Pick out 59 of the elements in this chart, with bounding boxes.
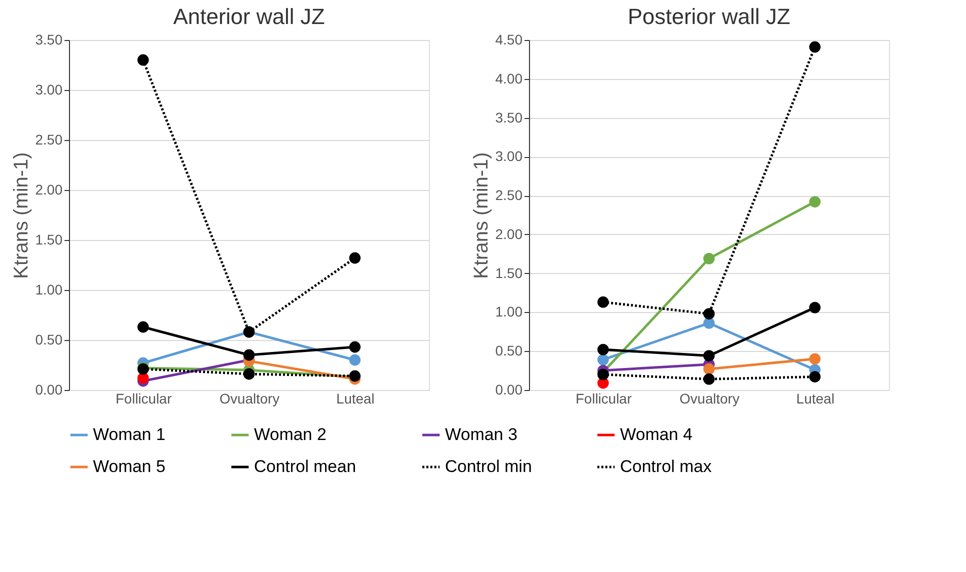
point	[597, 296, 609, 308]
y-tick-label: 1.50	[35, 232, 63, 248]
y-tick-label: 1.00	[495, 304, 523, 320]
x-tick-label: Ovualtory	[220, 390, 280, 406]
y-tick-label: 2.00	[495, 226, 523, 242]
point	[349, 252, 361, 264]
y-tick-label: 0.00	[495, 382, 523, 398]
point	[703, 252, 715, 264]
point	[703, 308, 715, 320]
point	[349, 341, 361, 353]
x-tick-label: Follicular	[116, 390, 172, 406]
point	[137, 54, 149, 66]
point	[137, 372, 149, 384]
legend-label: Control max	[620, 457, 712, 476]
legend-label: Woman 5	[93, 457, 166, 476]
y-tick-label: 0.50	[495, 342, 523, 359]
y-tick-label: 3.50	[495, 109, 523, 126]
legend-label: Woman 4	[620, 425, 692, 444]
chart-title: Posterior wall JZ	[628, 4, 790, 29]
y-tick-label: 3.50	[35, 32, 63, 48]
point	[809, 371, 821, 382]
point	[597, 368, 609, 380]
y-tick-label: 2.00	[35, 182, 63, 198]
point	[243, 349, 255, 361]
y-tick-label: 1.50	[495, 264, 523, 281]
point	[137, 321, 149, 333]
point	[349, 354, 361, 366]
y-tick-label: 4.00	[495, 70, 523, 86]
x-tick-label: Luteal	[336, 390, 374, 406]
legend-label: Woman 1	[93, 425, 166, 444]
point	[809, 196, 821, 208]
legend-label: Control mean	[254, 457, 356, 476]
x-tick-label: Follicular	[576, 390, 632, 406]
point	[243, 368, 255, 380]
y-tick-label: 0.00	[35, 382, 63, 398]
chart-title: Anterior wall JZ	[173, 4, 325, 29]
point	[703, 363, 715, 375]
x-tick-label: Luteal	[796, 390, 834, 406]
y-axis-title: Ktrans (min-1)	[10, 152, 32, 279]
point	[703, 317, 715, 329]
y-tick-label: 2.50	[35, 132, 63, 148]
y-tick-label: 0.50	[35, 332, 63, 348]
legend-label: Control min	[445, 457, 532, 476]
y-tick-label: 2.50	[495, 187, 523, 204]
point	[597, 354, 609, 366]
x-tick-label: Ovualtory	[680, 390, 740, 406]
legend-label: Woman 3	[445, 425, 518, 444]
point	[809, 302, 821, 314]
point	[703, 350, 715, 362]
point	[703, 373, 715, 385]
y-tick-label: 3.00	[495, 148, 523, 164]
y-tick-label: 3.00	[35, 82, 63, 98]
y-tick-label: 4.50	[495, 32, 523, 48]
point	[809, 41, 821, 53]
point	[597, 344, 609, 356]
legend-label: Woman 2	[254, 425, 326, 444]
y-tick-label: 1.00	[35, 282, 63, 298]
point	[809, 353, 821, 365]
y-axis-title: Ktrans (min-1)	[470, 152, 492, 279]
